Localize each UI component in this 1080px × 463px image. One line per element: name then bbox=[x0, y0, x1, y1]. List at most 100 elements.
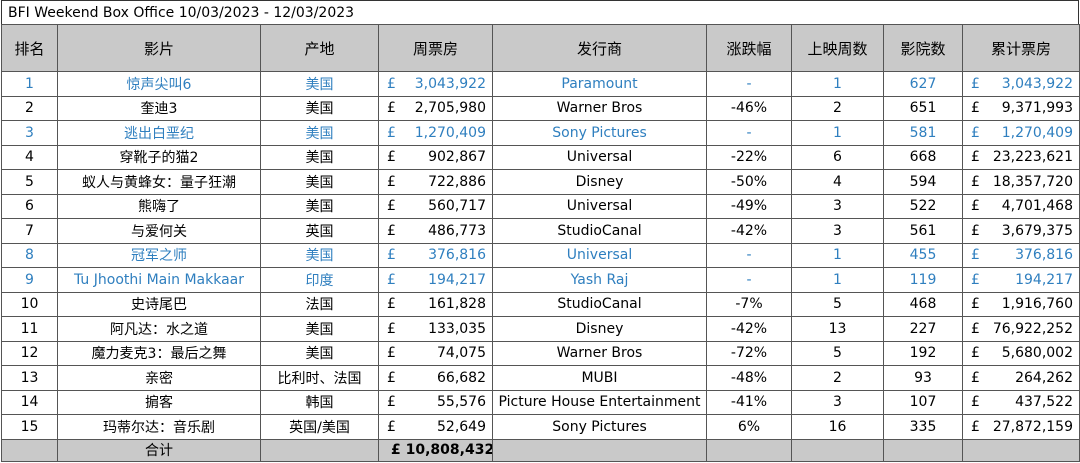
col-header-origin[interactable]: 产地 bbox=[260, 24, 379, 72]
table-row[interactable]: 6 熊嗨了 美国 £560,717 Universal -49% 3 522 £4,701,46… bbox=[1, 193, 1080, 219]
col-header-cinemas[interactable]: 影院数 bbox=[883, 24, 963, 72]
currency-symbol: £ bbox=[387, 198, 396, 215]
cell-cinemas: 522 bbox=[883, 193, 963, 219]
weekend-gross-value: 2,705,980 bbox=[414, 100, 486, 117]
currency-symbol: £ bbox=[387, 418, 396, 435]
cell-origin: 美国 bbox=[260, 169, 379, 195]
table-row[interactable]: 3 逃出白垩纪 美国 £1,270,409 Sony Pictures -1 581 £1,2… bbox=[1, 120, 1080, 146]
cell-total-gross: £3,043,922 bbox=[962, 71, 1080, 97]
col-header-change[interactable]: 涨跌幅 bbox=[706, 24, 792, 72]
cell-cinemas: 93 bbox=[883, 365, 963, 391]
table-row[interactable]: 10 史诗尾巴 法国 £161,828 StudioCanal -7% 5 468 £1,916… bbox=[1, 291, 1080, 317]
currency-symbol: £ bbox=[971, 247, 980, 264]
currency-symbol: £ bbox=[387, 394, 396, 411]
col-header-weekend-gross[interactable]: 周票房 bbox=[378, 24, 493, 72]
cell-cinemas: 107 bbox=[883, 389, 963, 415]
cell-distributor: Universal bbox=[492, 144, 707, 170]
currency-symbol: £ bbox=[971, 173, 980, 190]
cell-distributor: MUBI bbox=[492, 365, 707, 391]
cell-weeks: 3 bbox=[791, 218, 884, 244]
table-row[interactable]: 14 掮客 韩国 £55,576 Picture House Entertainment… bbox=[1, 389, 1080, 415]
currency-symbol: £ bbox=[971, 320, 980, 337]
table-row[interactable]: 4 穿靴子的猫2 美国 £902,867 Universal -22% 6 668 £23,22… bbox=[1, 144, 1080, 170]
col-header-rank[interactable]: 排名 bbox=[1, 24, 58, 72]
weekend-gross-value: 486,773 bbox=[428, 222, 486, 239]
total-gross-value: 9,371,993 bbox=[1001, 100, 1073, 117]
cell-weekend-gross: £902,867 bbox=[378, 144, 493, 170]
table-row[interactable]: 2 奎迪3 美国 £2,705,980 Warner Bros -46% 2 651 £9,37… bbox=[1, 95, 1080, 121]
cell-origin: 美国 bbox=[260, 193, 379, 219]
cell-cinemas: 561 bbox=[883, 218, 963, 244]
currency-symbol: £ bbox=[971, 296, 980, 313]
table-row[interactable]: 15 玛蒂尔达：音乐剧 英国/美国 £52,649 Sony Pictures 6% 16 3… bbox=[1, 414, 1080, 440]
currency-symbol: £ bbox=[387, 149, 396, 166]
cell-origin: 美国 bbox=[260, 120, 379, 146]
cell-origin: 美国 bbox=[260, 242, 379, 268]
cell-film: 阿凡达：水之道 bbox=[57, 316, 261, 342]
cell-film: 魔力麦克3：最后之舞 bbox=[57, 340, 261, 366]
currency-symbol: £ bbox=[387, 247, 396, 264]
col-header-weeks[interactable]: 上映周数 bbox=[791, 24, 884, 72]
cell-cinemas: 668 bbox=[883, 144, 963, 170]
footer-total: £ 10,808,432 bbox=[378, 438, 493, 462]
table-row[interactable]: 13 亲密 比利时、法国 £66,682 MUBI -48% 2 93 £264,262 bbox=[1, 365, 1080, 391]
table-row[interactable]: 8 冠军之师 美国 £376,816 Universal -1 455 £376,816 bbox=[1, 242, 1080, 268]
weekend-gross-value: 55,576 bbox=[437, 394, 486, 411]
table-row[interactable]: 5 蚁人与黄蜂女：量子狂潮 美国 £722,886 Disney -50% 4 594 £18,… bbox=[1, 169, 1080, 195]
cell-origin: 美国 bbox=[260, 144, 379, 170]
total-gross-value: 23,223,621 bbox=[992, 149, 1073, 166]
weekend-gross-value: 52,649 bbox=[437, 418, 486, 435]
cell-change: - bbox=[706, 242, 792, 268]
cell-cinemas: 192 bbox=[883, 340, 963, 366]
table-row[interactable]: 7 与爱何关 英国 £486,773 StudioCanal -42% 3 561 £3,679… bbox=[1, 218, 1080, 244]
table-row[interactable]: 11 阿凡达：水之道 美国 £133,035 Disney -42% 13 227 £76,92… bbox=[1, 316, 1080, 342]
currency-symbol: £ bbox=[387, 222, 396, 239]
cell-weeks: 1 bbox=[791, 71, 884, 97]
cell-cinemas: 581 bbox=[883, 120, 963, 146]
currency-symbol: £ bbox=[971, 149, 980, 166]
cell-distributor: Picture House Entertainment bbox=[492, 389, 707, 415]
footer-empty-cell bbox=[791, 438, 884, 462]
col-header-total-gross[interactable]: 累计票房 bbox=[962, 24, 1080, 72]
total-gross-value: 376,816 bbox=[1015, 247, 1073, 264]
cell-distributor: Disney bbox=[492, 169, 707, 195]
cell-distributor: Universal bbox=[492, 242, 707, 268]
weekend-gross-value: 376,816 bbox=[428, 247, 486, 264]
table-row[interactable]: 12 魔力麦克3：最后之舞 美国 £74,075 Warner Bros -72% 5 192… bbox=[1, 340, 1080, 366]
table-row[interactable]: 1 惊声尖叫6 美国 £3,043,922 Paramount -1 627 £3,043,9… bbox=[1, 71, 1080, 97]
cell-total-gross: £194,217 bbox=[962, 267, 1080, 293]
total-gross-value: 264,262 bbox=[1015, 369, 1073, 386]
footer-empty-cell bbox=[1, 438, 58, 462]
currency-symbol: £ bbox=[971, 124, 980, 141]
weekend-gross-value: 66,682 bbox=[437, 369, 486, 386]
cell-weeks: 1 bbox=[791, 267, 884, 293]
cell-origin: 英国/美国 bbox=[260, 414, 379, 440]
cell-film: 蚁人与黄蜂女：量子狂潮 bbox=[57, 169, 261, 195]
currency-symbol: £ bbox=[387, 320, 396, 337]
cell-cinemas: 651 bbox=[883, 95, 963, 121]
cell-rank: 9 bbox=[1, 267, 58, 293]
cell-weeks: 3 bbox=[791, 193, 884, 219]
cell-total-gross: £1,270,409 bbox=[962, 120, 1080, 146]
cell-change: -49% bbox=[706, 193, 792, 219]
col-header-distributor[interactable]: 发行商 bbox=[492, 24, 707, 72]
cell-rank: 4 bbox=[1, 144, 58, 170]
table-row[interactable]: 9 Tu Jhoothi Main Makkaar 印度 £194,217 Yash R… bbox=[1, 267, 1080, 293]
weekend-gross-value: 1,270,409 bbox=[414, 124, 486, 141]
cell-weekend-gross: £55,576 bbox=[378, 389, 493, 415]
col-header-film[interactable]: 影片 bbox=[57, 24, 261, 72]
cell-film: Tu Jhoothi Main Makkaar bbox=[57, 267, 261, 293]
currency-symbol: £ bbox=[387, 369, 396, 386]
cell-total-gross: £5,680,002 bbox=[962, 340, 1080, 366]
total-gross-value: 18,357,720 bbox=[992, 173, 1073, 190]
currency-symbol: £ bbox=[971, 418, 980, 435]
cell-weekend-gross: £133,035 bbox=[378, 316, 493, 342]
cell-change: -48% bbox=[706, 365, 792, 391]
total-gross-value: 194,217 bbox=[1015, 271, 1073, 288]
currency-symbol: £ bbox=[971, 100, 980, 117]
cell-distributor: Sony Pictures bbox=[492, 414, 707, 440]
weekend-gross-value: 161,828 bbox=[428, 296, 486, 313]
cell-weekend-gross: £3,043,922 bbox=[378, 71, 493, 97]
cell-origin: 韩国 bbox=[260, 389, 379, 415]
